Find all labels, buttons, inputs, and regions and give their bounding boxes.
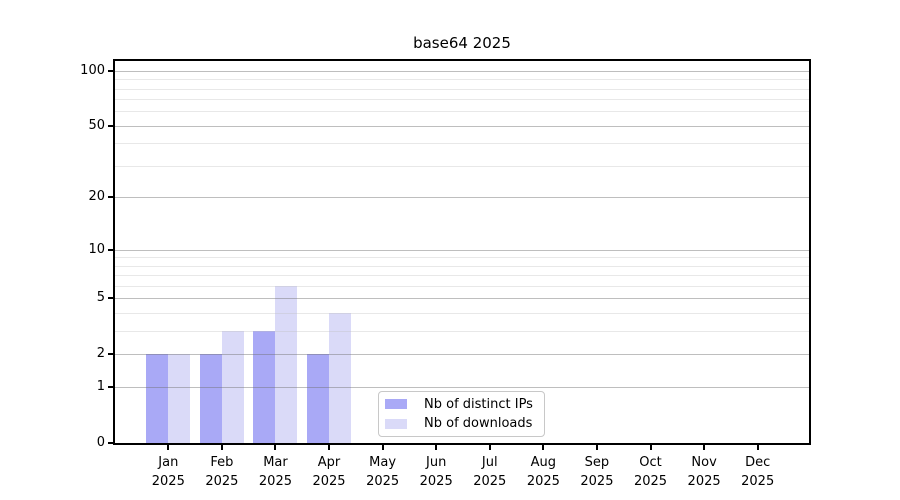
legend-swatch: [385, 418, 407, 429]
legend-label: Nb of downloads: [424, 416, 533, 432]
y-tick-mark: [108, 248, 113, 251]
minor-gridline: [115, 143, 809, 145]
bar-distinct-ips: [307, 354, 330, 443]
minor-gridline: [115, 313, 809, 315]
y-tick-mark: [108, 297, 113, 300]
minor-gridline: [115, 79, 809, 81]
x-tick-mark: [328, 445, 331, 450]
minor-gridline: [115, 275, 809, 277]
y-tick-label: 20: [88, 189, 105, 205]
x-tick-label: Sep 2025: [580, 455, 614, 489]
x-tick-label: Jun 2025: [419, 455, 453, 489]
minor-gridline: [115, 166, 809, 168]
x-tick-mark: [703, 445, 706, 450]
x-tick-label: May 2025: [366, 455, 400, 489]
x-tick-label: Aug 2025: [526, 455, 560, 489]
y-tick-label: 0: [96, 435, 105, 450]
y-tick-mark: [108, 196, 113, 199]
x-tick-label: Jul 2025: [473, 455, 507, 489]
x-tick-mark: [649, 445, 652, 450]
major-gridline: [115, 125, 809, 127]
x-tick-label: Feb 2025: [205, 455, 239, 489]
major-gridline: [115, 298, 809, 300]
y-tick-label: 50: [88, 117, 105, 133]
plot-area: [113, 59, 811, 445]
major-gridline: [115, 70, 809, 72]
bar-downloads: [329, 313, 352, 443]
x-tick-label: Apr 2025: [312, 455, 346, 489]
minor-gridline: [115, 99, 809, 101]
x-tick-mark: [595, 445, 598, 450]
plot-inner: [115, 61, 809, 443]
major-gridline: [115, 197, 809, 199]
y-tick-label: 2: [96, 346, 105, 362]
x-tick-label: Jan 2025: [151, 455, 185, 489]
major-gridline: [115, 354, 809, 356]
x-tick-mark: [274, 445, 277, 450]
y-tick-label: 10: [88, 241, 105, 257]
x-tick-label: Oct 2025: [633, 455, 668, 489]
x-tick-mark: [542, 445, 545, 450]
x-tick-mark: [435, 445, 438, 450]
x-tick-mark: [167, 445, 170, 450]
major-gridline: [115, 249, 809, 251]
bar-distinct-ips: [146, 354, 169, 443]
minor-gridline: [115, 265, 809, 267]
x-tick-mark: [220, 445, 223, 450]
minor-gridline: [115, 88, 809, 90]
legend: Nb of distinct IPs Nb of downloads: [378, 391, 545, 437]
minor-gridline: [115, 257, 809, 259]
x-tick-label: Nov 2025: [687, 455, 721, 489]
legend-label: Nb of distinct IPs: [424, 396, 533, 412]
y-tick-label: 5: [96, 290, 105, 306]
bar-distinct-ips: [253, 331, 276, 443]
bar-downloads: [168, 354, 191, 443]
y-tick-mark: [108, 124, 113, 127]
legend-item: Nb of downloads: [385, 416, 538, 433]
x-tick-label: Dec 2025: [741, 455, 775, 489]
legend-item: Nb of distinct IPs: [385, 396, 538, 413]
y-tick-mark: [108, 353, 113, 356]
bar-distinct-ips: [199, 354, 222, 443]
y-tick-label: 1: [96, 379, 105, 395]
minor-gridline: [115, 331, 809, 333]
x-tick-label: Mar 2025: [258, 455, 292, 489]
y-tick-mark: [108, 442, 113, 444]
y-tick-mark: [108, 386, 113, 389]
y-tick-mark: [108, 69, 113, 72]
bar-downloads: [275, 286, 298, 443]
major-gridline: [115, 387, 809, 389]
y-tick-label: 100: [80, 62, 105, 78]
x-tick-mark: [756, 445, 759, 450]
minor-gridline: [115, 286, 809, 288]
x-tick-mark: [381, 445, 384, 450]
chart-title: base64 2025: [413, 34, 511, 52]
bar-downloads: [221, 331, 244, 443]
legend-swatch: [385, 399, 407, 410]
x-tick-mark: [488, 445, 491, 450]
minor-gridline: [115, 111, 809, 113]
